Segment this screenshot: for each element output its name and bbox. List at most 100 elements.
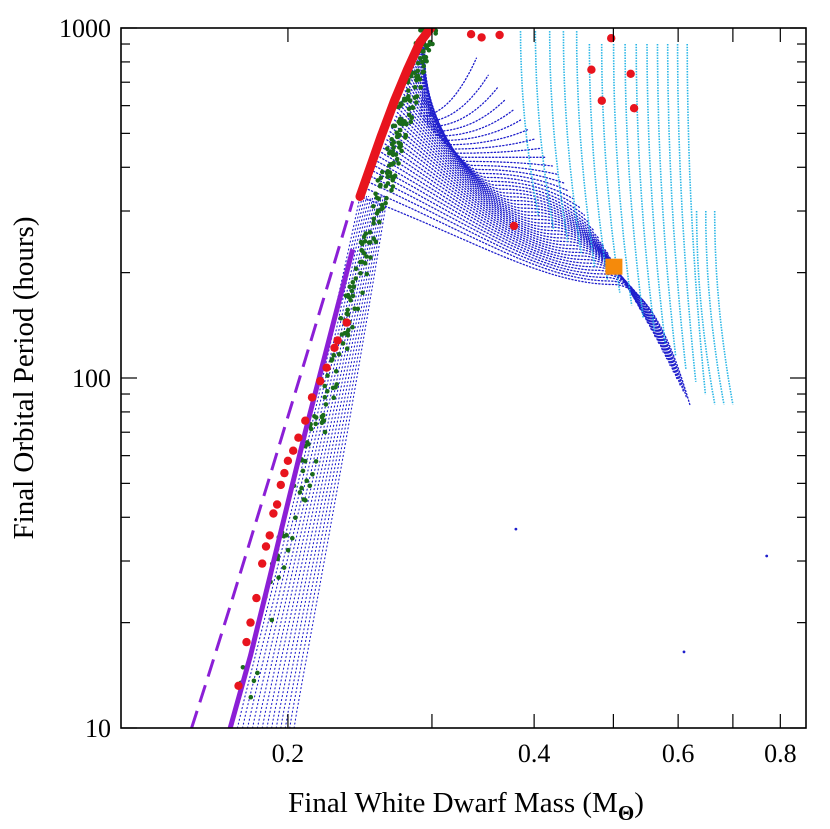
green-point (415, 61, 421, 66)
cyan-track (705, 211, 725, 405)
observed-systems-point (333, 336, 342, 345)
green-point (360, 290, 365, 296)
green-point (394, 156, 400, 162)
x-tick-label: 0.8 (764, 739, 797, 768)
blue-ridge-track (293, 195, 388, 728)
green-point (319, 414, 325, 420)
observed-systems-point (466, 30, 476, 39)
cyan-track (612, 44, 633, 306)
green-point (388, 174, 394, 179)
green-point (421, 64, 427, 69)
green-point (412, 85, 418, 90)
green-point (248, 694, 254, 700)
y-tick-label: 1000 (59, 14, 111, 43)
observed-systems-point (322, 363, 331, 372)
green-point (349, 288, 355, 294)
green-point (362, 239, 368, 244)
green-point (399, 148, 404, 154)
observed-systems-point (330, 343, 339, 352)
cyan-track (600, 44, 621, 293)
green-point (378, 175, 384, 181)
blue-track (395, 115, 630, 291)
green-point (255, 670, 260, 676)
blue-track (359, 195, 691, 406)
observed-highlight-marker (605, 258, 623, 275)
green-point (396, 140, 402, 146)
cyan-track (548, 31, 569, 242)
green-point (304, 478, 310, 484)
green-point (340, 341, 346, 346)
green-point (350, 324, 355, 330)
cyan-track (519, 31, 540, 217)
blue-track (375, 165, 675, 373)
green-point (397, 127, 403, 133)
cyan-track (646, 43, 666, 344)
observed-systems-point (342, 318, 351, 327)
green-point (269, 617, 275, 623)
cyan-track (686, 43, 707, 395)
blue-track (410, 72, 575, 200)
green-point (385, 146, 390, 151)
blue-ridge-track (261, 195, 374, 728)
y-tick-label: 100 (72, 364, 111, 393)
green-point (276, 575, 281, 580)
blue-track (414, 59, 553, 167)
green-point (422, 57, 428, 63)
green-point (359, 259, 365, 265)
green-point (433, 31, 439, 36)
green-point (415, 68, 421, 74)
cyan-track (575, 31, 596, 268)
green-point (319, 420, 325, 426)
blue-track (396, 111, 626, 284)
green-point (418, 56, 423, 61)
tick-labels: 0.2 0.4 0.6 0.8 10 100 1000 (59, 14, 797, 768)
green-point (410, 105, 415, 110)
green-point (285, 547, 291, 553)
green-point (389, 188, 394, 193)
cyan-track (676, 44, 697, 382)
green-point (383, 200, 388, 206)
green-point (392, 123, 398, 129)
isolated-blue-points-point (514, 527, 518, 531)
x-axis-title: Final White Dwarf Mass (MΘ) (288, 787, 644, 825)
green-point (290, 535, 295, 541)
cyan-track-group (519, 31, 734, 405)
green-point (344, 346, 350, 352)
blue-track (382, 147, 661, 346)
cyan-track (534, 31, 555, 230)
green-point (323, 402, 329, 407)
green-point (350, 293, 356, 299)
green-point-group (238, 28, 439, 700)
blue-track (405, 86, 595, 232)
blue-track (364, 187, 688, 399)
green-point (303, 498, 308, 503)
green-point (302, 458, 308, 464)
green-point (366, 240, 372, 245)
green-point (371, 216, 377, 222)
green-point (373, 191, 378, 197)
observed-systems-point (272, 500, 282, 509)
observed-systems-point (265, 531, 274, 540)
green-point (377, 219, 382, 225)
observed-systems-point (597, 96, 606, 105)
green-point (350, 280, 356, 285)
green-point (310, 472, 315, 477)
green-point (374, 211, 380, 216)
green-point (325, 373, 330, 378)
green-point (397, 121, 403, 126)
green-point (293, 515, 298, 520)
observed-systems-point (607, 34, 616, 43)
green-point (331, 395, 337, 401)
green-point (240, 665, 246, 670)
green-point (322, 429, 328, 435)
blue-ridge-track (241, 195, 365, 728)
cyan-track (562, 31, 583, 255)
observed-systems-point (252, 593, 261, 603)
green-point (331, 352, 337, 358)
green-point (329, 357, 335, 362)
green-point (313, 421, 319, 427)
blue-ridge-track (289, 195, 386, 728)
blue-track (370, 175, 681, 386)
blue-track (372, 170, 678, 380)
dashed-relation-line (190, 200, 355, 728)
